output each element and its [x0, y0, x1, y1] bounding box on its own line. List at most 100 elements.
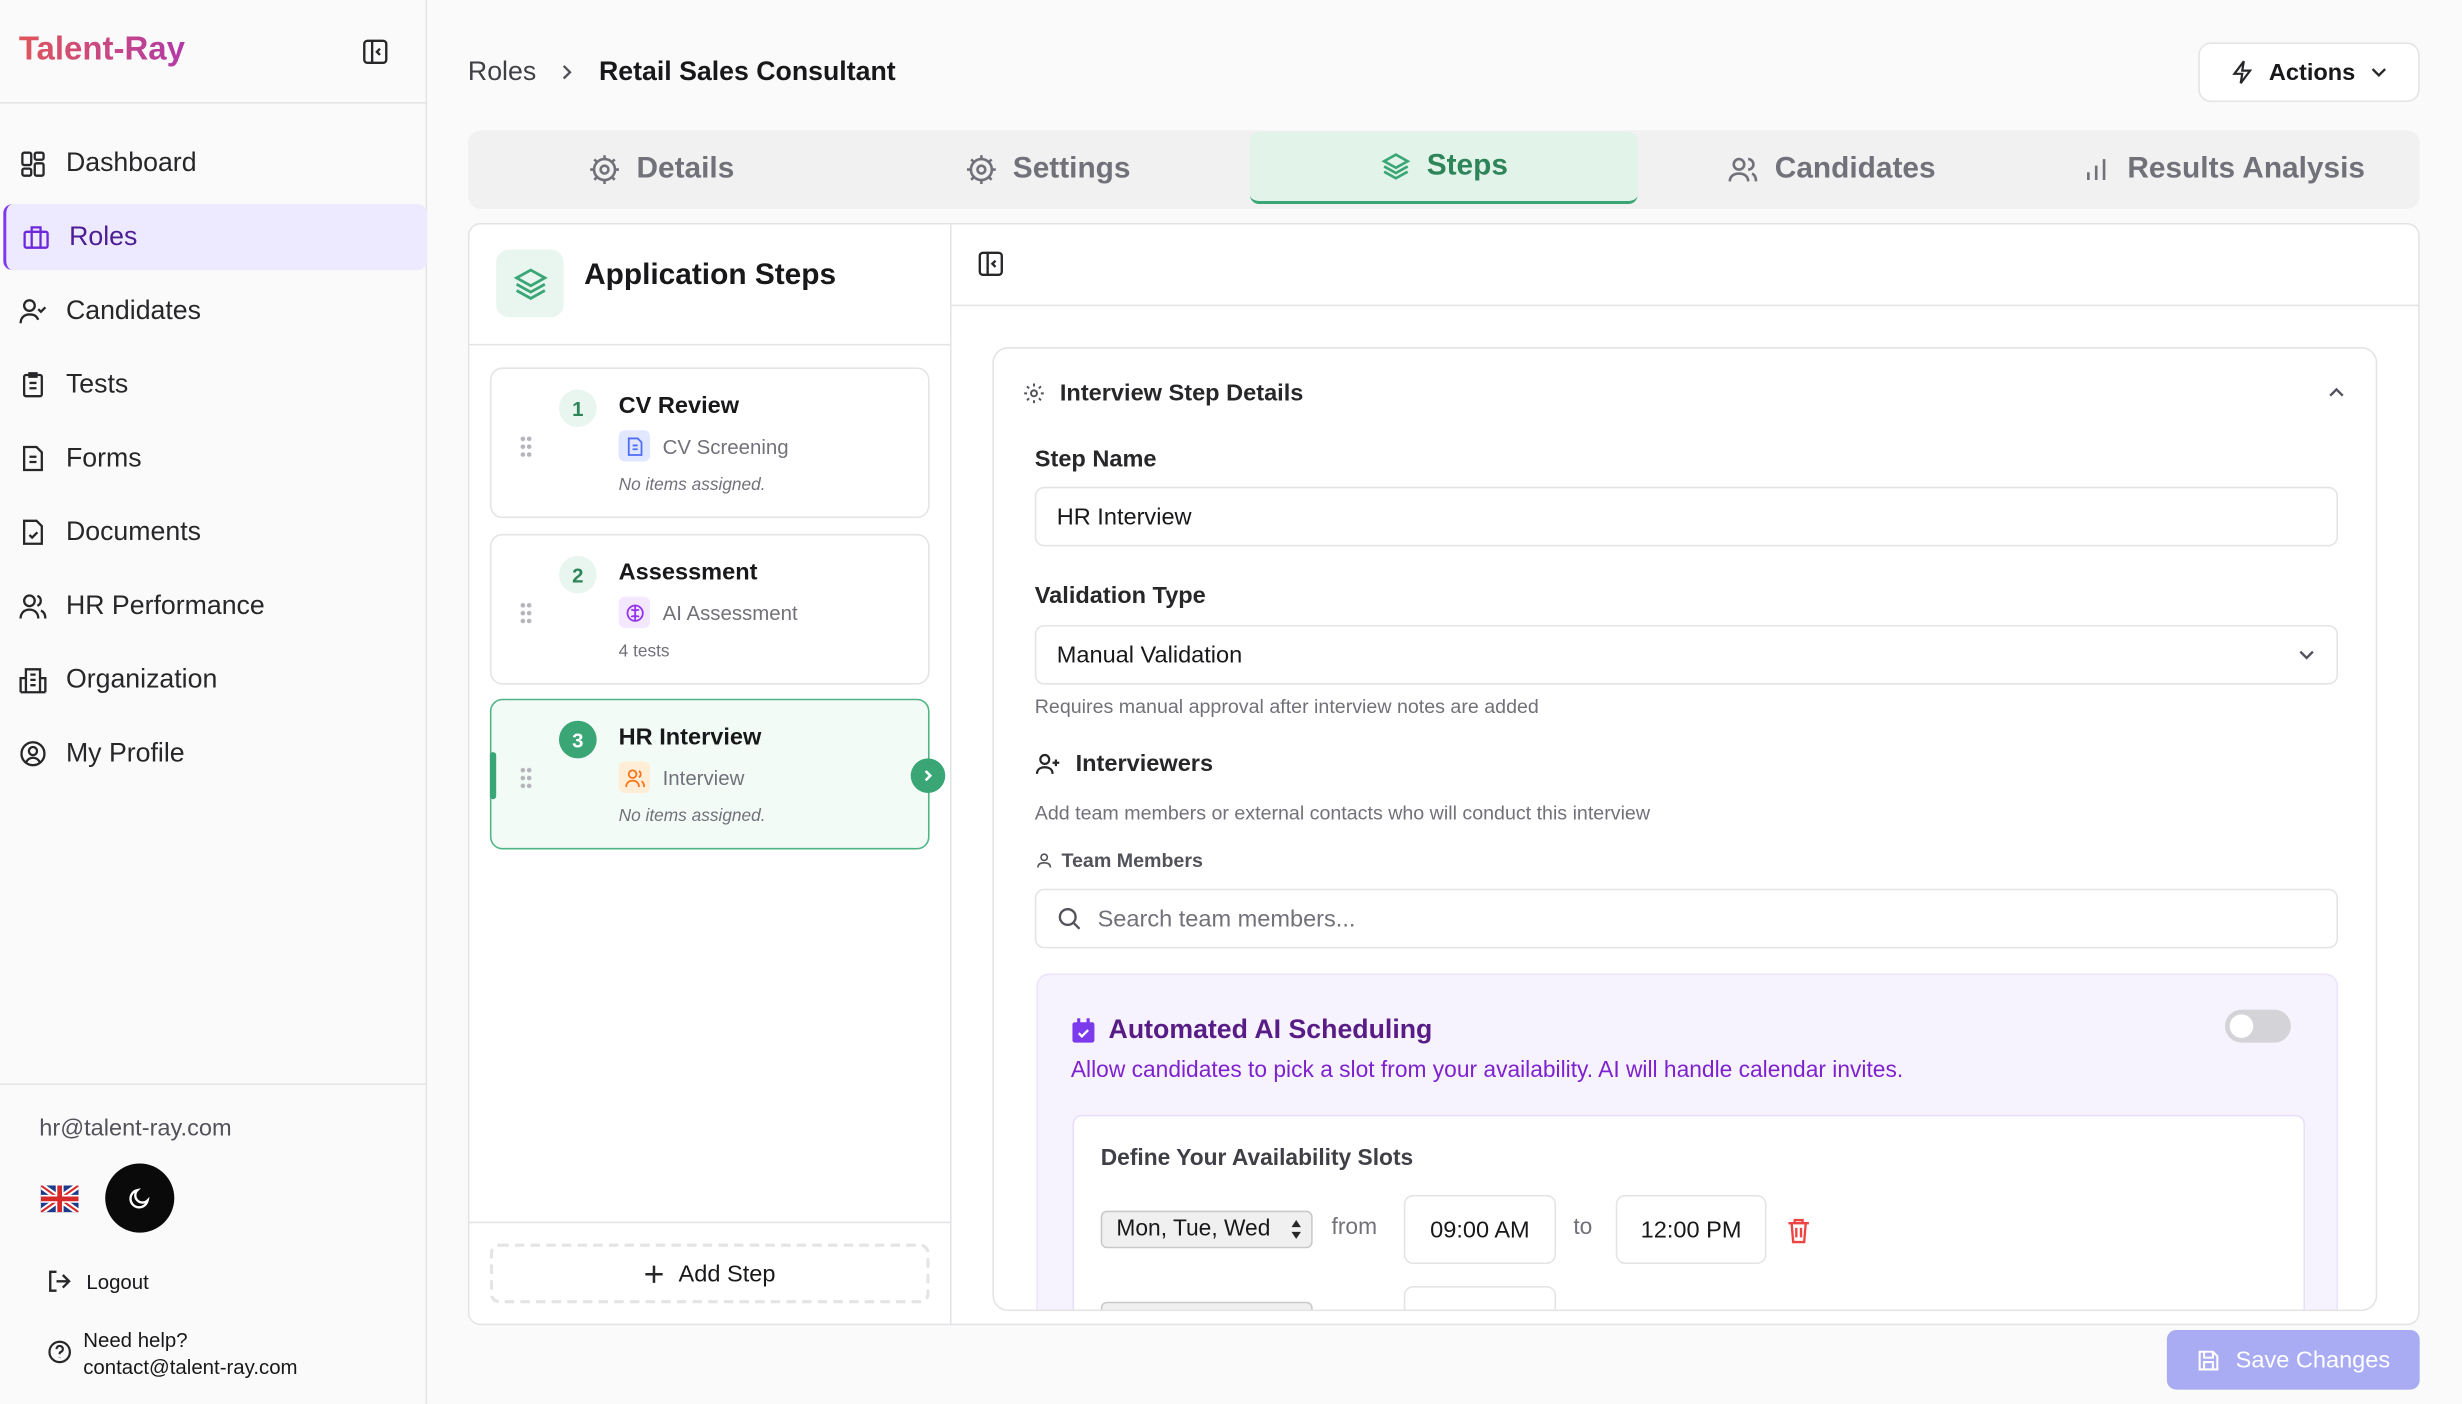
step-card[interactable]: 2 Assessment AI Assessment 4 tests: [489, 533, 930, 685]
user-plus-icon: [1035, 753, 1060, 775]
chevron-down-icon: [2299, 650, 2314, 660]
drag-handle-icon[interactable]: [519, 766, 533, 789]
ai-scheduling-desc: Allow candidates to pick a slot from you…: [1070, 1058, 1904, 1084]
sidebar-item-tests[interactable]: Tests: [3, 352, 427, 418]
tab-settings[interactable]: Settings: [854, 130, 1242, 207]
add-step-button[interactable]: Add Step: [489, 1243, 930, 1304]
interviewers-label: Interviewers: [1075, 750, 1214, 778]
save-changes-button[interactable]: Save Changes: [2166, 1329, 2420, 1390]
gear-icon: [1024, 383, 1044, 404]
sidebar: Talent-Ray Dashboard Roles Candidates Tests…: [0, 0, 428, 1404]
availability-slots-box: Define Your Availability Slots Mon, Tue,…: [1072, 1114, 2306, 1310]
users-icon: [19, 594, 47, 619]
step-number: 1: [558, 389, 597, 428]
add-step-label: Add Step: [678, 1260, 776, 1287]
step-note: No items assigned.: [618, 807, 766, 826]
step-name-value: HR Interview: [1056, 503, 1192, 530]
step-card[interactable]: 3 HR Interview Interview No items assign…: [489, 698, 946, 850]
from-time-input[interactable]: 09:00 AM: [1403, 1194, 1557, 1265]
file-text-icon: [618, 430, 651, 462]
tab-candidates[interactable]: Candidates: [1638, 130, 2026, 207]
sidebar-item-candidates[interactable]: Candidates: [3, 278, 427, 344]
tab-steps[interactable]: Steps: [1249, 131, 1638, 205]
logout-button[interactable]: Logout: [47, 1269, 149, 1294]
sidebar-item-roles[interactable]: Roles: [3, 204, 428, 271]
logout-icon: [49, 1270, 71, 1292]
days-value: Mon, Tue, Wed: [1116, 1216, 1271, 1243]
to-label: to: [1573, 1215, 1593, 1241]
sidebar-item-label: HR Performance: [65, 590, 265, 621]
chevron-down-icon: [2371, 68, 2386, 78]
ai-scheduling-toggle[interactable]: [2224, 1009, 2291, 1043]
team-members-search[interactable]: Search team members...: [1034, 888, 2339, 949]
logout-label: Logout: [86, 1269, 149, 1294]
sidebar-item-my-profile[interactable]: My Profile: [3, 721, 427, 787]
toggle-panel-icon[interactable]: [978, 251, 1003, 276]
sidebar-item-label: Tests: [65, 368, 129, 399]
to-time-input[interactable]: 12:00 PM: [1615, 1194, 1767, 1265]
days-select-2[interactable]: [1100, 1301, 1313, 1310]
tab-label: Candidates: [1774, 151, 1936, 185]
ai-scheduling-section: Automated AI Scheduling Allow candidates…: [1036, 973, 2339, 1310]
validation-type-value: Manual Validation: [1056, 641, 1243, 669]
from-time-input-2[interactable]: [1403, 1285, 1557, 1310]
sidebar-item-label: Documents: [65, 516, 201, 547]
sidebar-item-label: My Profile: [65, 737, 185, 768]
search-placeholder: Search team members...: [1097, 905, 1356, 932]
slots-title: Define Your Availability Slots: [1100, 1146, 1414, 1172]
tab-results-analysis[interactable]: Results Analysis: [2026, 130, 2420, 207]
actions-label: Actions: [2268, 58, 2356, 86]
sidebar-item-dashboard[interactable]: Dashboard: [3, 130, 427, 196]
brain-icon: [618, 596, 651, 629]
dashboard-icon: [21, 151, 45, 177]
tab-label: Details: [636, 151, 735, 185]
tab-label: Results Analysis: [2127, 151, 2366, 185]
uk-flag-icon[interactable]: [40, 1185, 79, 1213]
validation-help: Requires manual approval after interview…: [1034, 695, 1539, 718]
help-contact[interactable]: Need help? contact@talent-ray.com: [47, 1327, 298, 1380]
step-card[interactable]: 1 CV Review CV Screening No items assign…: [489, 367, 930, 519]
help-circle-icon: [48, 1340, 71, 1364]
actions-button[interactable]: Actions: [2198, 42, 2420, 103]
gear-icon: [967, 154, 996, 184]
save-icon: [2198, 1349, 2219, 1370]
user-icon: [1037, 853, 1052, 868]
drag-handle-icon[interactable]: [519, 434, 533, 457]
breadcrumb-roles[interactable]: Roles: [467, 56, 537, 87]
sidebar-item-forms[interactable]: Forms: [3, 426, 427, 492]
step-type: AI Assessment: [662, 600, 798, 625]
dark-mode-toggle[interactable]: [105, 1163, 175, 1233]
days-select[interactable]: Mon, Tue, Wed: [1100, 1210, 1313, 1249]
gear-icon: [590, 154, 620, 184]
drag-handle-icon[interactable]: [519, 601, 533, 624]
team-members-label: Team Members: [1061, 849, 1203, 872]
tab-details[interactable]: Details: [468, 130, 856, 207]
briefcase-icon: [23, 226, 49, 249]
chevron-right-icon[interactable]: [910, 758, 946, 793]
sidebar-item-documents[interactable]: Documents: [3, 499, 427, 565]
delete-slot-trash-icon[interactable]: [1787, 1217, 1811, 1244]
users-icon: [1728, 157, 1758, 181]
step-name: HR Interview: [618, 723, 762, 751]
sidebar-item-hr-performance[interactable]: HR Performance: [3, 573, 427, 639]
to-time-value: 12:00 PM: [1640, 1216, 1742, 1243]
layers-icon: [1380, 153, 1410, 180]
collapse-sidebar-icon[interactable]: [363, 39, 388, 64]
users-icon: [618, 761, 651, 793]
ai-scheduling-title: Automated AI Scheduling: [1108, 1014, 1433, 1045]
step-name: Assessment: [618, 558, 758, 586]
step-name: CV Review: [618, 392, 740, 420]
validation-type-select[interactable]: Manual Validation: [1034, 624, 2339, 685]
user-circle-icon: [20, 741, 46, 767]
step-name-input[interactable]: HR Interview: [1034, 486, 2339, 547]
help-email[interactable]: contact@talent-ray.com: [83, 1355, 298, 1379]
from-time-value: 09:00 AM: [1430, 1216, 1530, 1243]
help-title: Need help?: [83, 1328, 188, 1352]
collapse-chevron-up-icon[interactable]: [2327, 383, 2346, 402]
lightning-icon: [2232, 60, 2253, 84]
sidebar-item-label: Forms: [65, 442, 142, 473]
breadcrumb: Roles Retail Sales Consultant: [468, 57, 896, 88]
sidebar-item-organization[interactable]: Organization: [3, 647, 427, 713]
user-email: hr@talent-ray.com: [39, 1114, 232, 1142]
step-number: 2: [558, 555, 597, 594]
